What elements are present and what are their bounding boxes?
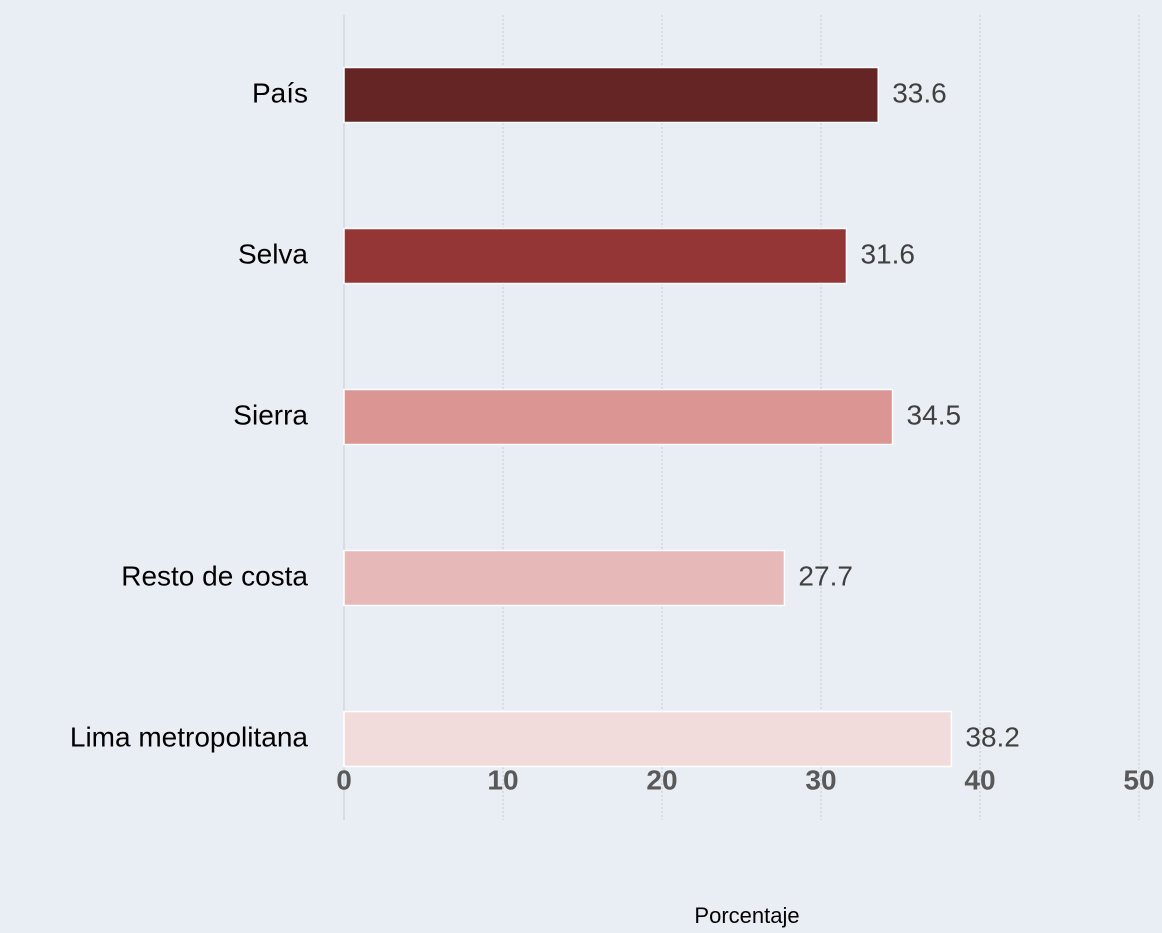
value-label: 31.6: [860, 238, 915, 269]
bar: [343, 710, 953, 768]
value-label: 27.7: [798, 560, 853, 591]
x-tick-label: 30: [805, 764, 836, 795]
x-tick-label: 10: [487, 764, 518, 795]
value-label: 33.6: [892, 77, 947, 108]
y-tick-label: Sierra: [233, 399, 308, 430]
value-label: 34.5: [907, 399, 962, 430]
bar: [343, 66, 879, 124]
bar: [343, 549, 786, 607]
x-tick-label: 20: [646, 764, 677, 795]
y-tick-label: País: [252, 77, 308, 108]
x-tick-label: 40: [964, 764, 995, 795]
x-axis-title: Porcentaje: [694, 903, 799, 928]
bar: [343, 388, 894, 446]
y-tick-label: Lima metropolitana: [70, 721, 309, 752]
x-tick-label: 50: [1123, 764, 1154, 795]
y-tick-label: Selva: [238, 238, 308, 269]
y-tick-label: Resto de costa: [121, 560, 308, 591]
x-tick-label: 0: [336, 764, 352, 795]
bar: [343, 227, 848, 285]
value-label: 38.2: [965, 721, 1020, 752]
